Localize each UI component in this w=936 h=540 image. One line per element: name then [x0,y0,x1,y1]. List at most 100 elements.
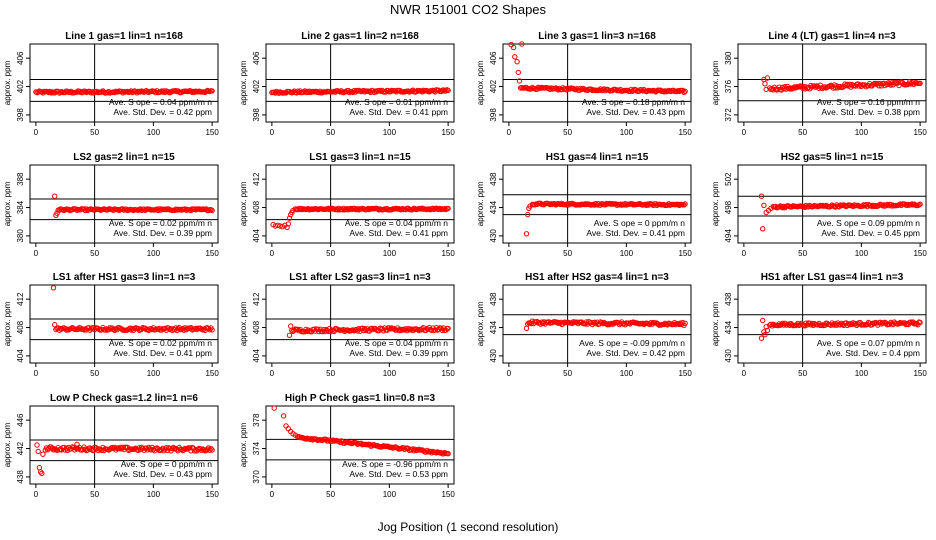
x-tick-label: 0 [270,369,275,378]
x-tick-label: 0 [507,128,512,137]
x-tick-label: 50 [326,128,335,137]
data-points [50,285,215,334]
x-tick-label: 0 [742,249,747,258]
data-point [120,206,126,212]
data-point [411,448,417,454]
data-point [588,86,594,92]
y-tick-label: 434 [489,200,498,214]
y-tick-label: 402 [16,79,25,93]
x-tick-label: 0 [742,128,747,137]
data-point [673,321,679,328]
data-point [514,59,520,65]
data-points [523,200,688,237]
data-point [445,451,451,457]
slope-annotation: Ave. S ope = 0.02 ppm/m n [109,218,212,228]
data-point [682,201,688,207]
data-point [661,321,667,328]
plot-frame [502,164,692,244]
panel-10: LS1 after LS2 gas=3 lin=1 n=3 approx. ppm… [239,272,455,378]
panel-title: Line 3 gas=1 lin=3 n=168 [538,31,656,42]
data-point [599,319,605,326]
plot-frame [265,164,455,244]
data-point [73,445,79,451]
y-tick-label: 370 [252,470,261,484]
data-point [102,327,108,333]
slope-annotation: Ave. S ope = 0 ppm/m n [121,459,213,469]
data-point [369,325,375,331]
data-point [554,319,560,325]
y-tick-label: 376 [724,79,733,93]
data-point [776,321,782,327]
data-point [760,226,766,232]
panel-9: LS1 after HS1 gas=3 lin=1 n=3 approx. ppm… [3,272,219,378]
data-point [111,327,118,333]
x-tick-label: 50 [798,249,807,258]
y-tick-label: 398 [16,108,25,122]
y-tick-label: 402 [252,79,261,93]
panel-3: Line 3 gas=1 lin=3 n=168 approx. ppm 0 50 10… [476,31,692,137]
data-point [284,224,290,231]
data-point [594,202,600,208]
y-axis-label: approx. ppm [711,60,720,105]
data-point [370,326,376,333]
data-point [661,89,667,95]
plot-frame [265,284,455,364]
data-point [917,80,923,87]
data-point [208,207,214,213]
x-tick-label: 50 [90,249,99,258]
data-point [52,193,58,199]
y-tick-label: 438 [16,470,25,484]
y-tick-label: 502 [724,172,733,186]
panel-13: Low P Check gas=1.2 lin=1 n=6 approx. ppm… [3,393,219,499]
y-tick-label: 402 [489,79,498,93]
plot-frame [737,284,927,364]
panel-14: High P Check gas=1 lin=0.8 n=3 approx. pp… [239,393,455,499]
data-point [797,321,803,328]
data-points [271,405,451,457]
x-tick-label: 100 [620,249,634,258]
y-tick-label: 498 [724,200,733,214]
y-tick-label: 406 [489,51,498,65]
data-point [508,42,514,48]
panel-2: Line 2 gas=1 lin=2 n=168 approx. ppm 0 50 10… [239,31,455,137]
data-point [209,447,215,453]
data-point [682,88,688,95]
plot-frame [29,164,219,244]
panel-title: Line 4 (LT) gas=1 lin=4 n=3 [768,31,896,42]
data-point [80,326,86,332]
data-point [593,320,599,327]
y-tick-label: 408 [252,200,261,214]
y-tick-label: 406 [252,51,261,65]
y-axis-label: approx. ppm [3,301,12,346]
data-point [126,326,132,332]
data-point [39,470,45,477]
y-tick-label: 380 [724,51,733,65]
data-point [443,88,449,94]
data-points [523,318,688,331]
data-point [137,206,144,212]
y-tick-label: 438 [489,172,498,186]
figure-xlabel: Jog Position (1 second resolution) [378,520,559,534]
y-tick-label: 430 [724,349,733,363]
x-tick-label: 50 [326,249,335,258]
panel-11: HS1 after HS2 gas=4 lin=1 n=3 approx. ppm… [476,272,692,378]
y-axis-label: approx. ppm [476,60,485,105]
data-point [682,320,688,326]
data-point [110,326,117,333]
y-tick-label: 446 [16,413,25,427]
data-point [336,438,342,445]
plot-frame [29,43,219,123]
data-point [837,83,843,90]
plot-frame [502,43,692,123]
x-tick-label: 0 [34,490,39,499]
data-point [525,211,531,218]
y-tick-label: 430 [489,349,498,363]
y-axis-label: approx. ppm [239,301,248,346]
x-tick-label: 150 [441,249,455,258]
slope-annotation: Ave. S ope = 0.04 ppm/m n [345,338,448,348]
x-tick-label: 150 [205,249,219,258]
slope-annotation: Ave. S ope = -0.09 ppm/m n [579,338,685,348]
data-point [762,81,768,87]
x-tick-label: 100 [620,128,634,137]
y-tick-label: 404 [252,229,261,243]
